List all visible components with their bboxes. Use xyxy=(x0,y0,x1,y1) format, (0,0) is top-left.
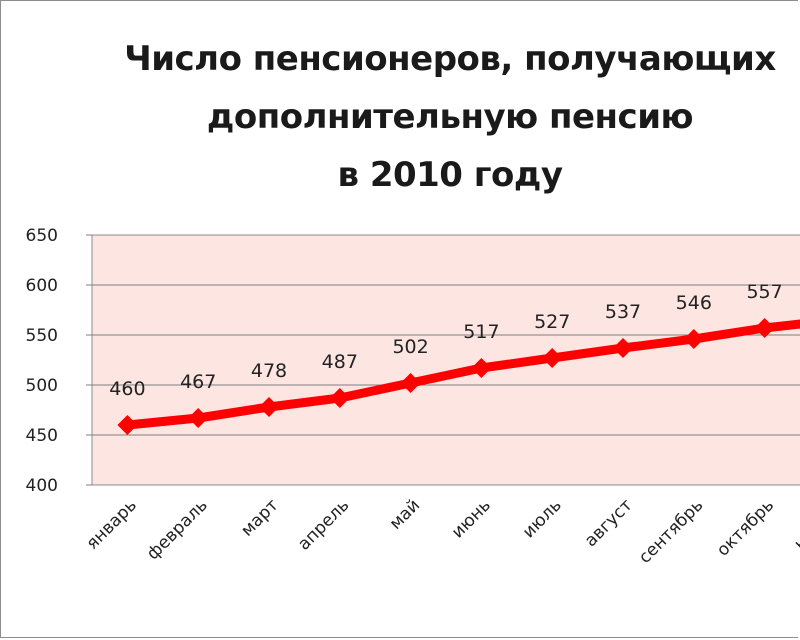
x-tick-label: май xyxy=(386,495,424,533)
x-tick-label: июль xyxy=(519,495,566,542)
x-tick-label: октябрь xyxy=(713,495,778,560)
data-label: 537 xyxy=(605,301,641,323)
data-label: 478 xyxy=(251,360,287,382)
data-label: 546 xyxy=(676,292,712,314)
data-point-marker xyxy=(117,415,138,435)
data-label: 527 xyxy=(534,311,570,333)
data-label: 467 xyxy=(180,371,216,393)
y-tick-label: 650 xyxy=(26,226,58,246)
x-tick-label: январь xyxy=(83,495,141,553)
y-tick-label: 500 xyxy=(26,376,58,396)
data-point-marker xyxy=(754,318,775,338)
chart-title: Число пенсионеров, получающих дополнител… xyxy=(0,30,800,204)
chart-title-line-1: Число пенсионеров, получающих xyxy=(124,39,776,79)
data-label: 487 xyxy=(322,351,358,373)
data-label: 502 xyxy=(392,336,428,358)
x-tick-label: июнь xyxy=(448,495,495,542)
y-tick-label: 550 xyxy=(26,326,58,346)
data-label: 557 xyxy=(746,281,782,303)
data-point-marker xyxy=(542,348,563,368)
data-label: 517 xyxy=(463,321,499,343)
y-tick-label: 400 xyxy=(26,476,58,496)
x-tick-label: апрель xyxy=(294,495,353,554)
data-label: 460 xyxy=(109,378,145,400)
data-point-marker xyxy=(400,373,421,393)
data-point-marker xyxy=(259,397,279,417)
y-tick-label: 450 xyxy=(26,426,58,446)
y-tick-label: 600 xyxy=(26,276,58,296)
chart-title-line-2: дополнительную пенсию xyxy=(206,97,694,137)
x-tick-label: март xyxy=(237,495,282,540)
data-point-marker xyxy=(329,388,350,408)
data-point-marker xyxy=(188,408,209,428)
x-tick-label: сентябрь xyxy=(635,495,707,567)
data-point-marker xyxy=(471,358,492,378)
chart-title-line-3: в 2010 году xyxy=(337,155,563,195)
x-tick-label: август xyxy=(581,495,637,551)
data-point-marker xyxy=(613,338,633,358)
plot-background xyxy=(91,234,800,486)
x-tick-label: февраль xyxy=(143,495,212,564)
data-point-marker xyxy=(683,329,704,349)
x-tick-label: ноябрь xyxy=(790,495,800,554)
